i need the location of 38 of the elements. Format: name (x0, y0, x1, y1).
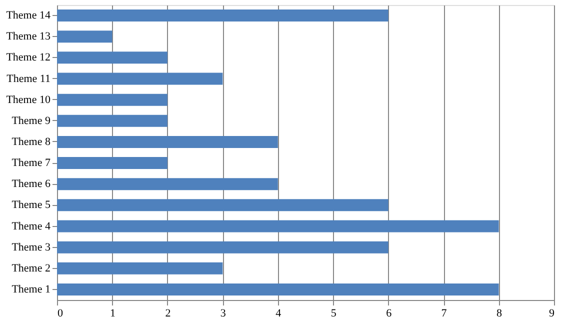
bar (57, 94, 168, 106)
y-tick-label: Theme 4 (12, 220, 51, 232)
x-tick-label: 1 (110, 308, 116, 320)
bar (57, 220, 499, 232)
x-tick-label: 4 (276, 308, 282, 320)
y-tick-label: Theme 1 (12, 283, 50, 296)
x-tick-label: 0 (58, 308, 64, 320)
x-tick-label: 7 (441, 308, 448, 320)
bar (57, 72, 223, 85)
bar (57, 30, 112, 43)
bar (57, 136, 278, 148)
y-tick-label: Theme 8 (12, 136, 51, 148)
x-tick-label: 9 (549, 308, 555, 320)
x-tick-label: 6 (386, 308, 392, 320)
bar (57, 52, 168, 64)
y-tick-label: Theme 7 (12, 157, 51, 170)
y-tick-label: Theme 5 (12, 199, 51, 212)
y-tick-label: Theme 2 (12, 262, 50, 274)
x-tick-label: 8 (496, 308, 503, 320)
x-tick-label: 5 (330, 308, 337, 320)
bar (57, 178, 278, 190)
bar (57, 262, 223, 274)
x-tick-label: 2 (165, 308, 171, 320)
x-tick-label: 3 (220, 308, 226, 320)
y-tick-label: Theme 13 (6, 30, 51, 43)
y-tick-label: Theme 14 (6, 10, 51, 22)
y-tick-label: Theme 6 (12, 178, 51, 190)
y-tick-label: Theme 3 (12, 241, 51, 254)
y-tick-label: Theme 12 (6, 52, 50, 64)
y-tick-label: Theme 10 (6, 94, 51, 106)
bar (57, 241, 388, 254)
bar (57, 10, 388, 22)
bar (57, 157, 168, 170)
bar (57, 283, 499, 296)
y-tick-label: Theme 11 (6, 72, 50, 85)
y-tick-label: Theme 9 (12, 114, 51, 127)
bar (57, 199, 388, 212)
bar (57, 114, 168, 127)
